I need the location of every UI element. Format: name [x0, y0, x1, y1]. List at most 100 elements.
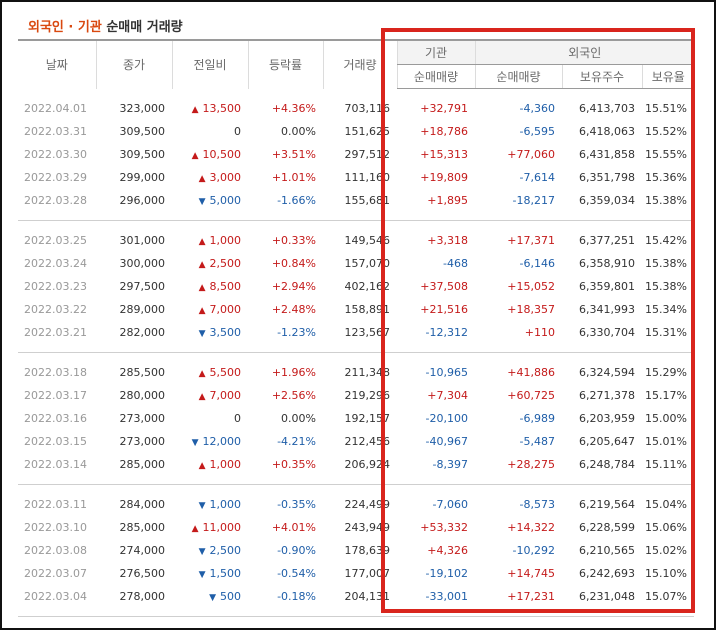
holding-cell: 6,358,910	[579, 257, 635, 270]
foreign-net-cell: +15,052	[507, 280, 555, 293]
volume-cell: 178,639	[344, 544, 391, 557]
volume-cell: 703,116	[344, 102, 391, 115]
heading-foreign-institution: 외국인 · 기관	[28, 20, 102, 35]
inst-net-cell: +53,332	[420, 521, 468, 534]
date-cell: 2022.03.08	[24, 544, 87, 557]
foreign-net-cell: +17,231	[507, 590, 555, 603]
change-cell: ▼ 1,000	[172, 493, 248, 516]
change-cell: ▼ 500	[172, 585, 248, 608]
holding-cell: 6,248,784	[579, 458, 635, 471]
table-row: 2022.03.15 273,000 ▼ 12,000 -4.21% 212,456 -40…	[18, 430, 694, 453]
spacer-cell	[18, 485, 694, 494]
separator-cell	[18, 344, 694, 353]
up-arrow-icon: ▲	[191, 524, 199, 534]
close-cell: 301,000	[119, 234, 166, 247]
close-cell: 297,500	[119, 280, 166, 293]
rate-cell: -0.18%	[277, 590, 316, 603]
table-row: 2022.03.11 284,000 ▼ 1,000 -0.35% 224,499 -7,0…	[18, 493, 694, 516]
holding-ratio-cell: 15.36%	[645, 171, 687, 184]
up-arrow-icon: ▲	[198, 283, 206, 293]
date-cell: 2022.03.24	[24, 257, 87, 270]
header-row-bottom: 순매매량 순매매량 보유주수 보유율	[18, 64, 694, 89]
table-row: 2022.03.25 301,000 ▲ 1,000 +0.33% 149,546 +3,3…	[18, 229, 694, 252]
col-header-rate: 등락률	[247, 39, 323, 89]
date-cell: 2022.03.23	[24, 280, 87, 293]
change-cell: ▲ 7,000	[172, 298, 248, 321]
holding-ratio-cell: 15.10%	[645, 567, 687, 580]
separator-cell	[18, 476, 694, 485]
inst-net-cell: -33,001	[425, 590, 468, 603]
close-cell: 309,500	[119, 148, 166, 161]
rate-cell: +2.94%	[271, 280, 316, 293]
group-spacer	[18, 485, 694, 494]
down-arrow-icon: ▼	[198, 197, 206, 207]
holding-ratio-cell: 15.02%	[645, 544, 687, 557]
rate-cell: +0.35%	[271, 458, 316, 471]
change-value: 7,000	[209, 303, 242, 316]
volume-cell: 158,891	[344, 303, 391, 316]
up-arrow-icon: ▲	[198, 369, 206, 379]
up-arrow-icon: ▲	[198, 260, 206, 270]
down-arrow-icon: ▼	[198, 329, 206, 339]
date-cell: 2022.03.11	[24, 498, 87, 511]
volume-cell: 212,456	[344, 435, 391, 448]
close-cell: 273,000	[119, 435, 166, 448]
change-cell: ▲ 1,000	[172, 229, 248, 252]
holding-ratio-cell: 15.29%	[645, 366, 687, 379]
date-cell: 2022.03.21	[24, 326, 87, 339]
change-value: 1,000	[209, 234, 242, 247]
inst-net-cell: -10,965	[425, 366, 468, 379]
table-row: 2022.03.17 280,000 ▲ 7,000 +2.56% 219,296 +7,3…	[18, 384, 694, 407]
rate-cell: +1.01%	[271, 171, 316, 184]
date-cell: 2022.03.04	[24, 590, 87, 603]
change-cell: ▲ 2,500	[172, 252, 248, 275]
table-row: 2022.03.29 299,000 ▲ 3,000 +1.01% 111,160 +19,…	[18, 166, 694, 189]
table-row: 2022.03.18 285,500 ▲ 5,500 +1.96% 211,348 -10,…	[18, 361, 694, 384]
table-row: 2022.03.30 309,500 ▲ 10,500 +3.51% 297,512 +15…	[18, 143, 694, 166]
col-group-foreign: 외국인	[474, 39, 694, 65]
table-row: 2022.03.28 296,000 ▼ 5,000 -1.66% 155,681 +1,8…	[18, 189, 694, 212]
holding-ratio-cell: 15.34%	[645, 303, 687, 316]
date-cell: 2022.03.28	[24, 194, 87, 207]
change-value: 3,500	[209, 326, 242, 339]
rate-cell: +0.33%	[271, 234, 316, 247]
table-row: 2022.03.24 300,000 ▲ 2,500 +0.84% 157,070 -468…	[18, 252, 694, 275]
table-row: 2022.03.14 285,000 ▲ 1,000 +0.35% 206,924 -8,3…	[18, 453, 694, 476]
change-cell: ▼ 1,500	[172, 562, 248, 585]
change-value: 1,000	[209, 458, 242, 471]
up-arrow-icon: ▲	[198, 461, 206, 471]
inst-net-cell: -8,397	[432, 458, 468, 471]
date-cell: 2022.03.10	[24, 521, 87, 534]
trading-table: 날짜 종가 전일비 등락률 거래량 기관 외국인 순매매량 순매매량 보유주수 …	[18, 39, 694, 617]
foreign-net-cell: -4,360	[519, 102, 555, 115]
holding-cell: 6,324,594	[579, 366, 635, 379]
table-row: 2022.03.10 285,000 ▲ 11,000 +4.01% 243,949 +53…	[18, 516, 694, 539]
holding-ratio-cell: 15.04%	[645, 498, 687, 511]
volume-cell: 297,512	[344, 148, 391, 161]
foreign-net-cell: -8,573	[519, 498, 555, 511]
separator-cell	[18, 212, 694, 221]
date-cell: 2022.03.07	[24, 567, 87, 580]
inst-net-cell: +32,791	[420, 102, 468, 115]
date-cell: 2022.03.14	[24, 458, 87, 471]
up-arrow-icon: ▲	[198, 237, 206, 247]
holding-ratio-cell: 15.55%	[645, 148, 687, 161]
volume-cell: 243,949	[344, 521, 391, 534]
foreign-net-cell: +14,745	[507, 567, 555, 580]
group-separator	[18, 476, 694, 485]
up-arrow-icon: ▲	[198, 174, 206, 184]
close-cell: 282,000	[119, 326, 166, 339]
holding-cell: 6,413,703	[579, 102, 635, 115]
close-cell: 273,000	[119, 412, 166, 425]
holding-cell: 6,205,647	[579, 435, 635, 448]
inst-net-cell: -7,060	[432, 498, 468, 511]
date-cell: 2022.03.18	[24, 366, 87, 379]
group-separator	[18, 212, 694, 221]
close-cell: 309,500	[119, 125, 166, 138]
holding-ratio-cell: 15.38%	[645, 194, 687, 207]
holding-ratio-cell: 15.52%	[645, 125, 687, 138]
down-arrow-icon: ▼	[198, 547, 206, 557]
change-value: 2,500	[209, 544, 242, 557]
change-cell: ▼ 5,000	[172, 189, 248, 212]
holding-cell: 6,271,378	[579, 389, 635, 402]
